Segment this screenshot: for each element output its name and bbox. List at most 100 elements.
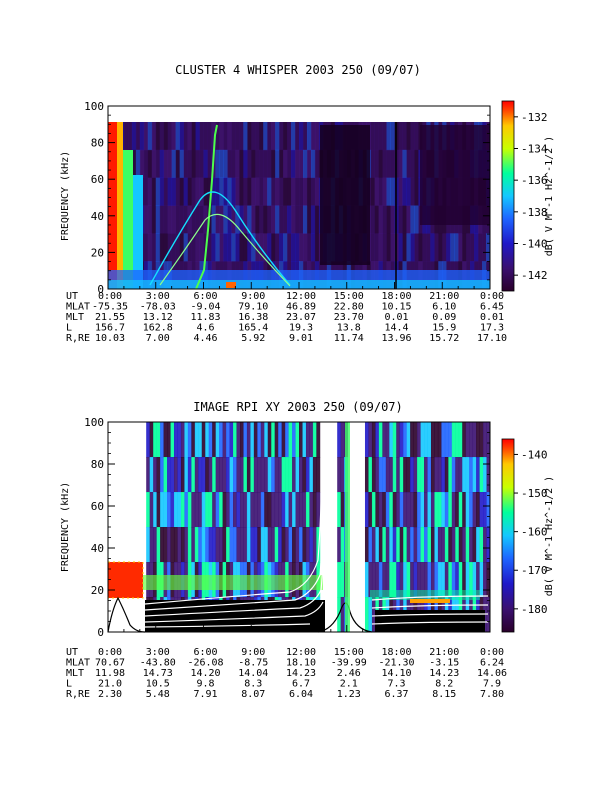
spectrogram-cell [215,149,220,179]
spectrogram-cell [194,492,199,528]
panel2-colorbar: -140 -150 -160 -170 -180 dB( V M^-1 Hz^-1/2 … [501,438,555,633]
spectrogram-cell [263,177,268,206]
spectrogram-cell [264,422,269,458]
spectrogram-cell [462,492,467,528]
spectrogram-cell [229,457,234,493]
spectrogram-cell [414,205,419,234]
spectrogram-cell [243,457,248,493]
spectrogram-cell [278,457,283,493]
spectrogram-cell [212,422,217,458]
spectrogram-cell [444,527,449,563]
spectrogram-cell [281,527,286,563]
spectrogram-cell [264,527,269,563]
spectrogram-cell [167,422,171,458]
spectrogram-cell [171,122,177,151]
spectrogram-cell [201,457,206,493]
colorbar-tick-label: -170 [521,564,548,577]
spectrogram-cell [399,562,404,598]
spectrogram-cell [302,177,308,206]
spectrogram-cell [306,205,312,234]
spectrogram-cell [295,492,300,528]
spectrogram-cell [430,527,435,563]
spectrogram-cell [239,122,244,151]
spectrogram-cell [386,205,391,234]
spectrogram-cell [160,457,164,493]
spectrogram-cell [382,562,387,598]
spectrogram-cell [229,422,234,458]
spectrogram-cell [212,527,217,563]
colorbar-tick-label: -140 [521,238,548,251]
spectrogram-cell [233,492,237,528]
spectrogram-cell [279,149,284,179]
spectrogram-cell [183,149,188,179]
spectrogram-cell [314,149,320,179]
spectrogram-cell [314,233,320,262]
spectrogram-cell [146,457,151,493]
spectrogram-cell [160,492,164,528]
spectrogram-cell [299,422,303,458]
y-tick-label: 40 [91,542,104,555]
spectrogram-cell [390,205,395,234]
y-tick-label: 20 [91,584,104,597]
spectrogram-cell [177,492,182,528]
panel2-green-band-2 [370,590,480,600]
table-cell: -26.08 [187,658,223,669]
spectrogram-cell [251,177,256,206]
spectrogram-cell [364,422,369,458]
spectrogram-cell [167,122,173,151]
spectrogram-cell [259,122,264,151]
table-cell: 15:00 [334,291,364,302]
spectrogram-cell [295,527,300,563]
spectrogram-cell [450,233,455,262]
spectrogram-cell [295,233,300,262]
spectrogram-cell [198,457,203,493]
spectrogram-cell [302,492,307,528]
table-cell: 2.1 [340,679,358,690]
spectrogram-cell [159,177,165,206]
spectrogram-cell [191,205,196,234]
spectrogram-cell [382,177,387,206]
panel2-green-band [143,575,323,590]
spectrogram-cell [410,233,415,262]
colorbar-tick-label: -132 [521,111,548,124]
spectrogram-cell [448,422,453,458]
spectrogram-cell [285,527,289,563]
spectrogram-cell [191,457,196,493]
spectrogram-cell [420,422,425,458]
spectrogram-cell [486,233,491,262]
spectrogram-cell [374,233,379,262]
table-cell: 6:00 [193,647,217,658]
table-cell: 0:00 [480,647,504,658]
spectrogram-cell [211,233,216,262]
spectrogram-cell [370,149,376,179]
table-cell: 10.03 [95,333,125,344]
row-label: UT [66,291,78,302]
panel1-dark-region-2 [420,125,490,225]
spectrogram-cell [295,149,300,179]
table-cell: 8.2 [435,679,453,690]
spectrogram-cell [312,457,317,493]
table-cell: 14.06 [477,668,507,679]
spectrogram-cell [167,149,173,179]
spectrogram-cell [483,422,487,458]
spectrogram-cell [243,177,248,206]
table-cell: 21.0 [98,679,122,690]
spectrogram-cell [201,527,206,563]
spectrogram-cell [437,457,442,493]
spectrogram-cell [163,205,169,234]
spectrogram-cell [271,122,276,151]
spectrogram-cell [143,205,149,234]
spectrogram-cell [153,422,158,458]
spectrogram-cell [198,492,203,528]
spectrogram-cell [253,457,258,493]
spectrogram-cell [382,149,387,179]
y-tick-label: 20 [91,246,104,259]
spectrogram-cell [299,492,303,528]
table-cell: 23.70 [334,312,364,323]
spectrogram-cell [184,422,189,458]
spectrogram-cell [370,233,376,262]
spectrogram-cell [175,149,181,179]
spectrogram-cell [195,205,200,234]
spectrogram-cell [287,177,292,206]
table-cell: 14.04 [238,668,268,679]
